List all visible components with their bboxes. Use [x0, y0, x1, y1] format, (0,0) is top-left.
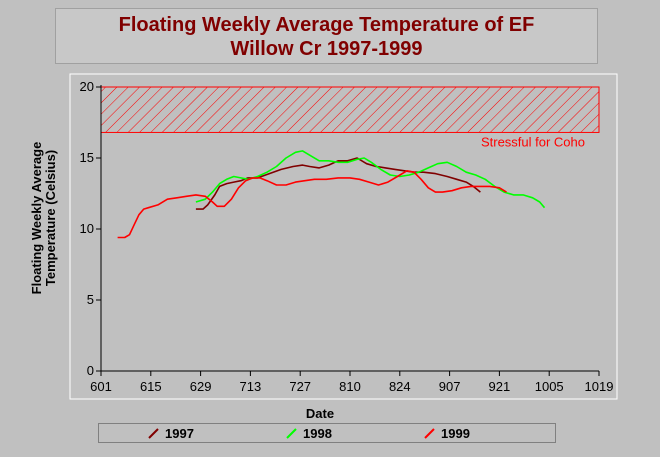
x-tick-label-907: 907	[439, 379, 461, 394]
legend-swatch-1998	[286, 428, 297, 439]
legend: 1997 1998 1999	[98, 423, 556, 443]
chart-title-line-1: Floating Weekly Average Temperature of E…	[118, 14, 535, 36]
x-tick-label-601: 601	[90, 379, 112, 394]
legend-swatch-1999	[424, 428, 435, 439]
series-line-1998	[195, 150, 546, 209]
x-tick-label-1005: 1005	[535, 379, 564, 394]
y-tick-label-0: 0	[87, 363, 94, 378]
y-axis-label-line-2: Temperature (Celsius)	[43, 150, 58, 286]
threshold-band-label: Stressful for Coho	[481, 134, 585, 149]
y-tick-label-20: 20	[80, 79, 94, 94]
legend-swatch-1997	[148, 428, 159, 439]
y-tick-label-10: 10	[80, 221, 94, 236]
x-tick-label-921: 921	[489, 379, 511, 394]
x-tick-label-713: 713	[240, 379, 262, 394]
legend-label-1998: 1998	[303, 426, 332, 441]
y-tick-label-5: 5	[87, 292, 94, 307]
x-tick-label-824: 824	[389, 379, 411, 394]
chart-title-line-2: Willow Cr 1997-1999	[230, 38, 423, 60]
x-tick-label-727: 727	[289, 379, 311, 394]
y-axis-label-line-1: Floating Weekly Average	[29, 142, 44, 295]
x-tick-label-629: 629	[190, 379, 212, 394]
series-line-1999	[117, 170, 507, 239]
x-tick-label-615: 615	[140, 379, 162, 394]
legend-label-1997: 1997	[165, 426, 194, 441]
series-line-1997	[195, 157, 481, 210]
legend-label-1999: 1999	[441, 426, 470, 441]
y-tick-label-15: 15	[80, 150, 94, 165]
chart-title-box: Floating Weekly Average Temperature of E…	[55, 8, 598, 64]
x-tick-label-810: 810	[339, 379, 361, 394]
x-axis-label: Date	[306, 406, 334, 421]
x-tick-label-1019: 1019	[585, 379, 614, 394]
threshold-band	[100, 86, 600, 133]
